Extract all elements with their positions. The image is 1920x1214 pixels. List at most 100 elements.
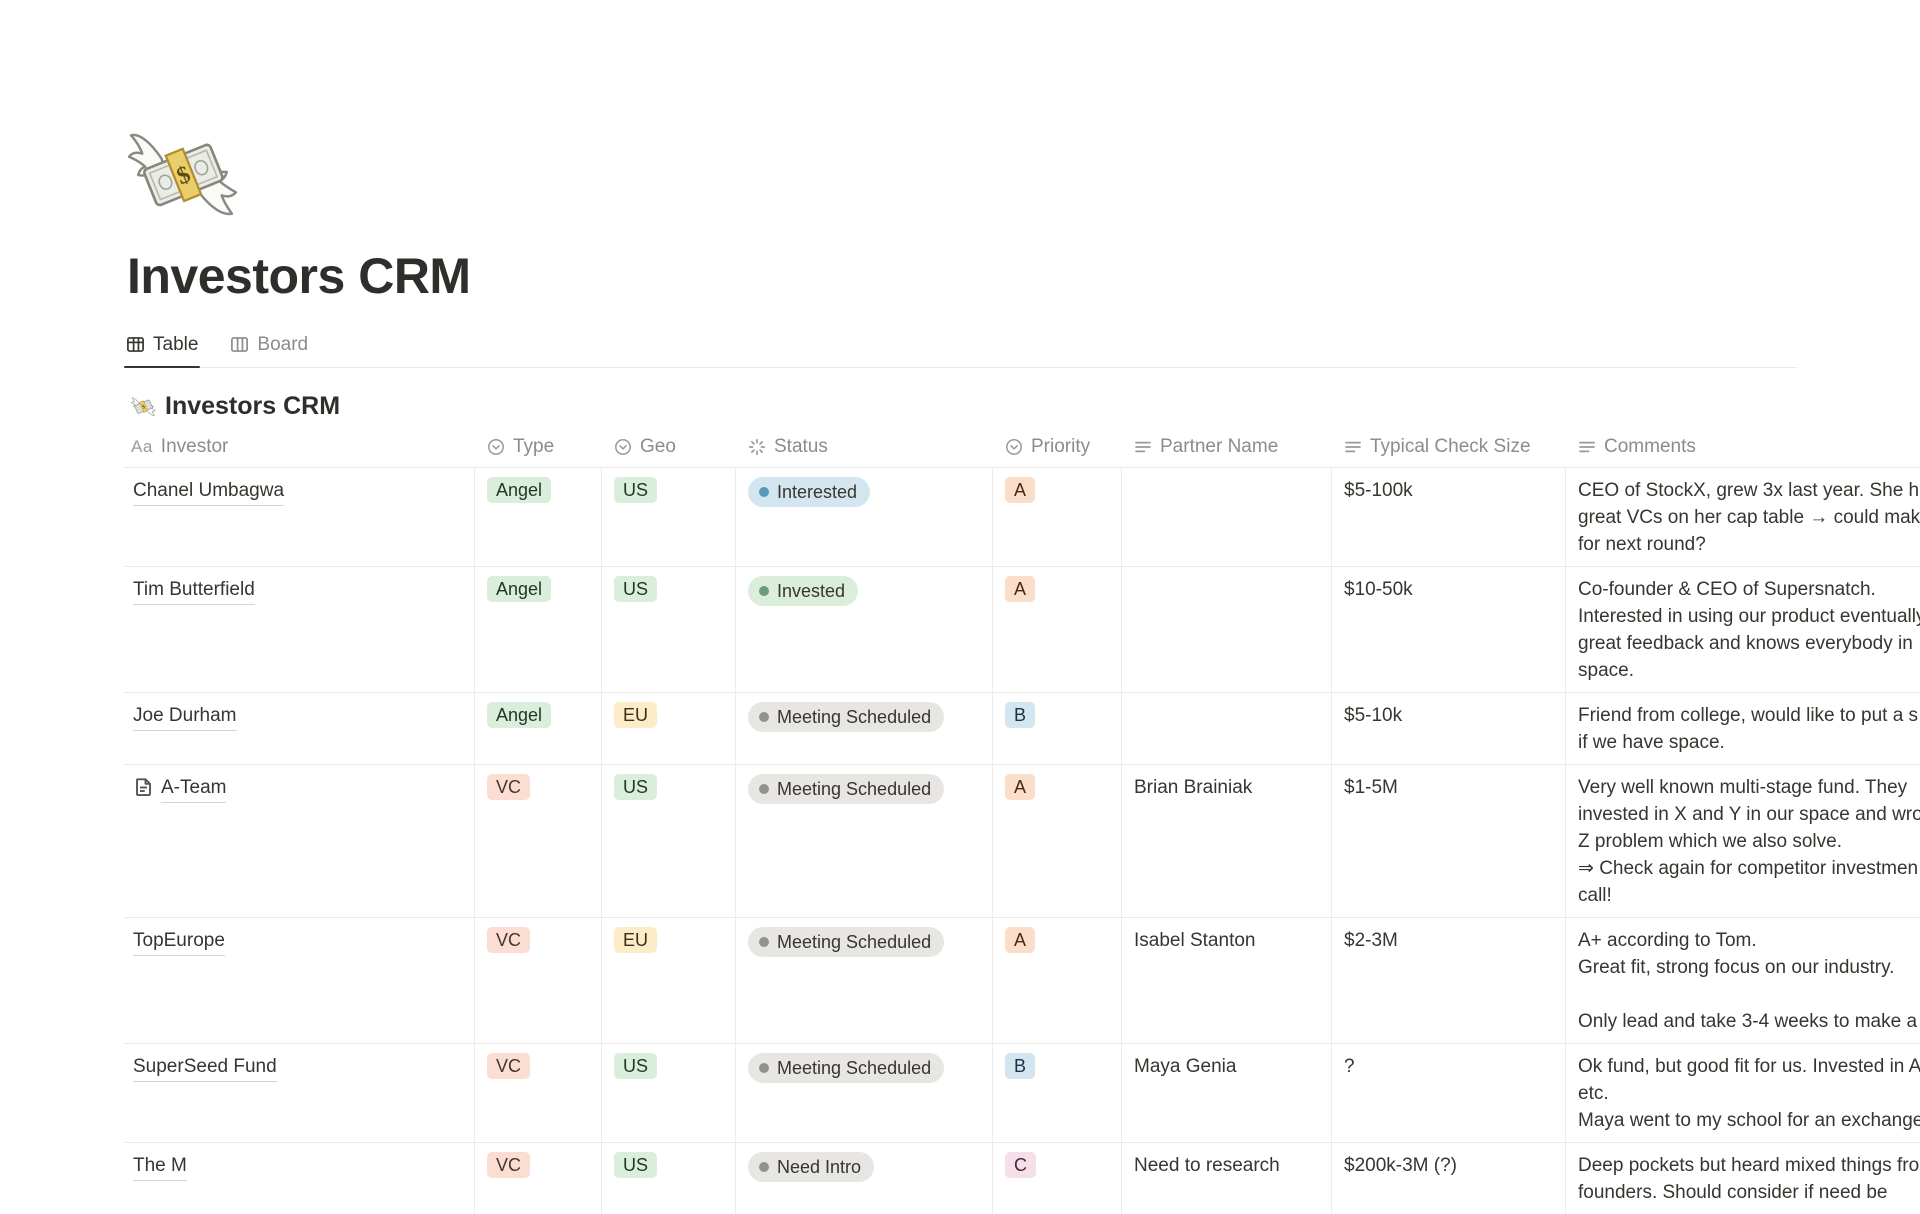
column-header-type[interactable]: Type xyxy=(475,436,602,458)
investor-name[interactable]: A-Team xyxy=(161,774,227,803)
tab-table[interactable]: Table xyxy=(124,328,201,368)
cell-status[interactable]: Invested xyxy=(736,566,993,692)
column-header-geo[interactable]: Geo xyxy=(602,436,736,458)
cell-type[interactable]: VC xyxy=(475,1043,602,1142)
cell-check-size[interactable]: $2-3M xyxy=(1332,917,1566,1043)
column-header-partner-name[interactable]: Partner Name xyxy=(1122,436,1332,458)
tab-table-label: Table xyxy=(153,333,199,355)
cell-investor[interactable]: Chanel Umbagwa xyxy=(124,467,475,566)
column-label: Geo xyxy=(640,435,676,457)
cell-type[interactable]: Angel xyxy=(475,566,602,692)
cell-geo[interactable]: US xyxy=(602,566,736,692)
cell-priority[interactable]: A xyxy=(993,764,1122,917)
cell-geo[interactable]: US xyxy=(602,467,736,566)
cell-comments[interactable]: Friend from college, would like to put a… xyxy=(1578,704,1919,753)
board-view-icon xyxy=(231,337,249,352)
cell-investor[interactable]: Tim Butterfield xyxy=(124,566,475,692)
cell-geo[interactable]: EU xyxy=(602,692,736,764)
cell-partner-name[interactable] xyxy=(1122,467,1332,566)
cell-geo[interactable]: US xyxy=(602,1043,736,1142)
status-dot xyxy=(759,1161,769,1172)
cell-type[interactable]: Angel xyxy=(475,692,602,764)
cell-comments[interactable]: Co-founder & CEO of Supersnatch. Interes… xyxy=(1578,578,1920,681)
cell-partner-name[interactable]: Isabel Stanton xyxy=(1122,917,1332,1043)
cell-priority[interactable]: A xyxy=(993,917,1122,1043)
cell-priority[interactable]: B xyxy=(993,692,1122,764)
cell-investor[interactable]: SuperSeed Fund xyxy=(124,1043,475,1142)
cell-status[interactable]: Meeting Scheduled xyxy=(736,1043,993,1142)
column-header-status[interactable]: Status xyxy=(736,436,993,458)
cell-check-size[interactable]: ? xyxy=(1332,1043,1566,1142)
table-row: The M VC US Need Intro C Need to researc… xyxy=(124,1141,1920,1214)
cell-comments[interactable]: Deep pockets but heard mixed things fro … xyxy=(1578,1154,1920,1203)
status-dot xyxy=(759,783,769,794)
cell-type[interactable]: Angel xyxy=(475,467,602,566)
cell-status[interactable]: Interested xyxy=(736,467,993,566)
cell-investor[interactable]: The M xyxy=(124,1142,475,1214)
cell-type[interactable]: VC xyxy=(475,764,602,917)
type-pill: Angel xyxy=(487,476,552,503)
cell-check-size[interactable]: $5-10k xyxy=(1332,692,1566,764)
cell-status[interactable]: Meeting Scheduled xyxy=(736,764,993,917)
status-pill: Need Intro xyxy=(748,1151,875,1182)
cell-status[interactable]: Meeting Scheduled xyxy=(736,917,993,1043)
column-header-investor[interactable]: Aa Investor xyxy=(124,436,475,458)
cell-investor[interactable]: A-Team xyxy=(124,764,475,917)
cell-check-size[interactable]: $10-50k xyxy=(1332,566,1566,692)
select-property-icon xyxy=(488,438,504,455)
cell-partner-name[interactable]: Brian Brainiak xyxy=(1122,764,1332,917)
money-with-wings-icon[interactable] xyxy=(127,118,239,230)
cell-geo[interactable]: US xyxy=(602,1142,736,1214)
cell-status[interactable]: Need Intro xyxy=(736,1142,993,1214)
type-pill: VC xyxy=(487,926,531,953)
cell-status[interactable]: Meeting Scheduled xyxy=(736,692,993,764)
geo-pill: US xyxy=(614,476,658,503)
cell-partner-name[interactable]: Maya Genia xyxy=(1122,1043,1332,1142)
cell-investor[interactable]: Joe Durham xyxy=(124,692,475,764)
investor-name[interactable]: The M xyxy=(133,1152,187,1181)
column-label: Typical Check Size xyxy=(1370,435,1531,457)
cell-partner-name[interactable]: Need to research xyxy=(1122,1142,1332,1214)
cell-comments[interactable]: A+ according to Tom. Great fit, strong f… xyxy=(1578,929,1918,1032)
cell-type[interactable]: VC xyxy=(475,917,602,1043)
table-header-row: Aa Investor Type Geo Status Priority xyxy=(124,427,1920,467)
priority-pill: A xyxy=(1005,926,1036,953)
page-title[interactable]: Investors CRM xyxy=(127,248,471,304)
cell-check-size[interactable]: $200k-3M (?) xyxy=(1332,1142,1566,1214)
cell-comments[interactable]: CEO of StockX, grew 3x last year. She ha… xyxy=(1578,479,1920,555)
cell-priority[interactable]: C xyxy=(993,1142,1122,1214)
cell-partner-name[interactable] xyxy=(1122,566,1332,692)
geo-pill: US xyxy=(614,1052,658,1079)
investor-name[interactable]: Tim Butterfield xyxy=(133,576,255,605)
type-pill: Angel xyxy=(487,701,552,728)
geo-pill: US xyxy=(614,773,658,800)
cell-investor[interactable]: TopEurope xyxy=(124,917,475,1043)
cell-type[interactable]: VC xyxy=(475,1142,602,1214)
cell-check-size[interactable]: $1-5M xyxy=(1332,764,1566,917)
column-header-comments[interactable]: Comments xyxy=(1566,436,1920,458)
investor-name[interactable]: TopEurope xyxy=(133,927,225,956)
investor-name[interactable]: Chanel Umbagwa xyxy=(133,477,285,506)
investor-name[interactable]: Joe Durham xyxy=(133,702,237,731)
tab-board[interactable]: Board xyxy=(228,328,310,367)
priority-pill: C xyxy=(1005,1151,1036,1178)
cell-comments[interactable]: Ok fund, but good fit for us. Invested i… xyxy=(1578,1055,1920,1131)
column-header-check-size[interactable]: Typical Check Size xyxy=(1332,436,1566,458)
cell-partner-name[interactable] xyxy=(1122,692,1332,764)
collection-title[interactable]: Investors CRM xyxy=(131,392,1920,421)
investor-name[interactable]: SuperSeed Fund xyxy=(133,1053,277,1082)
cell-comments[interactable]: Very well known multi-stage fund. They i… xyxy=(1578,776,1920,906)
cell-geo[interactable]: EU xyxy=(602,917,736,1043)
priority-pill: A xyxy=(1005,575,1036,602)
status-label: Meeting Scheduled xyxy=(777,706,932,727)
cell-priority[interactable]: A xyxy=(993,467,1122,566)
column-header-priority[interactable]: Priority xyxy=(993,436,1122,458)
cell-geo[interactable]: US xyxy=(602,764,736,917)
cell-priority[interactable]: B xyxy=(993,1043,1122,1142)
status-dot xyxy=(759,1062,769,1073)
cell-check-size[interactable]: $5-100k xyxy=(1332,467,1566,566)
partner-name: Brian Brainiak xyxy=(1134,776,1253,798)
cell-priority[interactable]: A xyxy=(993,566,1122,692)
column-label: Type xyxy=(513,435,555,457)
